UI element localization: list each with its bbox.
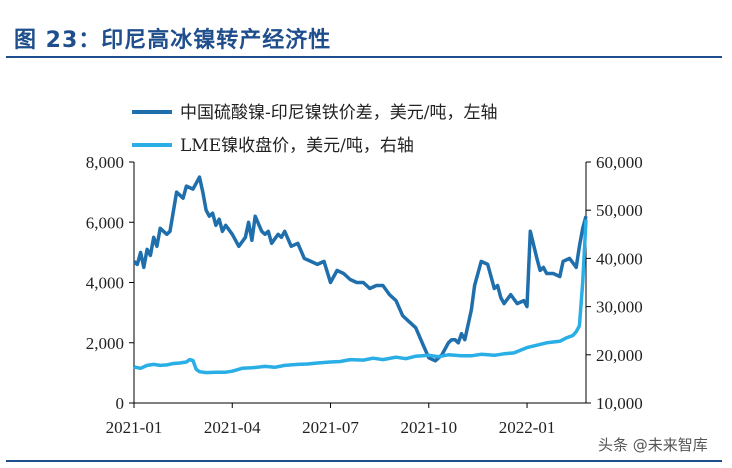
series-line-lme bbox=[133, 219, 588, 375]
y-right-tick-label: 30,000 bbox=[596, 298, 643, 317]
legend-label-lme: LME镍收盘价，美元/吨，右轴 bbox=[180, 136, 414, 156]
watermark: 头条 @未来智库 bbox=[598, 436, 708, 454]
y-right-tick-label: 60,000 bbox=[596, 153, 643, 172]
series-line-spread bbox=[132, 175, 588, 363]
x-tick-label: 2021-04 bbox=[204, 418, 261, 437]
y-right-tick-label: 20,000 bbox=[596, 346, 643, 365]
axes: 0 2,000 4,000 6,000 8,000 10,000 20,000 30,000 4… bbox=[86, 153, 643, 437]
figure-title: 图 23：印尼高冰镍转产经济性 bbox=[14, 28, 332, 53]
x-tick-label: 2021-10 bbox=[400, 418, 457, 437]
y-left-tick-label: 6,000 bbox=[86, 213, 124, 232]
legend-label-spread: 中国硫酸镍-印尼镍铁价差，美元/吨，左轴 bbox=[180, 103, 497, 123]
y-left-tick-label: 0 bbox=[116, 394, 125, 413]
title-rule bbox=[6, 56, 722, 58]
bottom-rule bbox=[6, 460, 722, 462]
y-left-tick-label: 4,000 bbox=[86, 274, 124, 293]
y-right-tick-label: 40,000 bbox=[596, 249, 643, 268]
title-bar: 图 23：印尼高冰镍转产经济性 bbox=[0, 0, 732, 58]
x-tick-label: 2022-01 bbox=[499, 418, 556, 437]
y-right-tick-label: 50,000 bbox=[596, 201, 643, 220]
y-right-tick-label: 10,000 bbox=[596, 394, 643, 413]
y-left-tick-label: 8,000 bbox=[86, 153, 124, 172]
x-tick-label: 2021-01 bbox=[106, 418, 163, 437]
x-tick-label: 2021-07 bbox=[302, 418, 359, 437]
plot-area bbox=[132, 175, 588, 375]
legend: 中国硫酸镍-印尼镍铁价差，美元/吨，左轴 LME镍收盘价，美元/吨，右轴 bbox=[132, 103, 497, 156]
y-left-tick-label: 2,000 bbox=[86, 334, 124, 353]
